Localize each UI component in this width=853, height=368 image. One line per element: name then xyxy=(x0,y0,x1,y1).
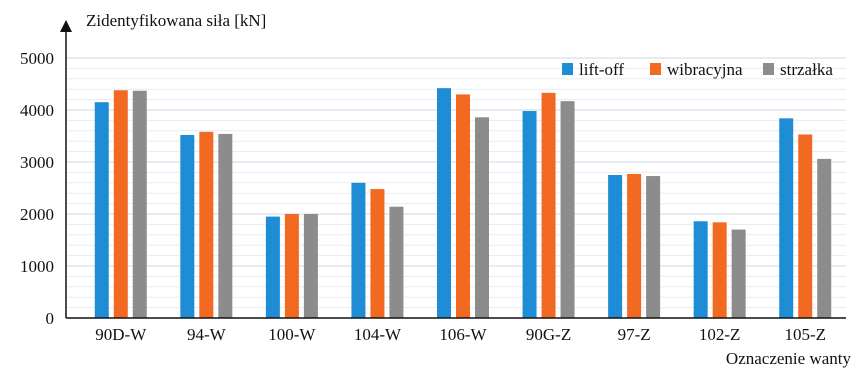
bar-strza-ka-97-z xyxy=(646,176,661,318)
legend-swatch xyxy=(562,63,573,75)
y-tick-label: 5000 xyxy=(20,49,54,68)
legend-label: wibracyjna xyxy=(667,60,743,79)
legend: lift-off wibracyjna strzałka xyxy=(562,60,833,79)
bar-lift-off-106-w xyxy=(437,88,451,318)
bar-strza-ka-106-w xyxy=(475,117,489,318)
bar-lift-off-105-z xyxy=(779,118,794,318)
x-axis-title: Oznaczenie wanty xyxy=(726,349,852,368)
x-tick-label: 100-W xyxy=(268,325,316,344)
y-tick-label: 4000 xyxy=(20,101,54,120)
bar-wibracyjna-97-z xyxy=(627,173,642,318)
y-axis-arrow-icon xyxy=(60,20,72,32)
bar-wibracyjna-94-w xyxy=(199,131,214,318)
y-tick-label: 1000 xyxy=(20,257,54,276)
legend-swatch xyxy=(650,63,661,75)
bar-strza-ka-105-z xyxy=(817,158,832,318)
legend-label: lift-off xyxy=(579,60,624,79)
bar-wibracyjna-104-w xyxy=(370,189,385,318)
bar-lift-off-90g-z xyxy=(522,111,537,318)
bar-wibracyjna-102-z xyxy=(712,222,727,318)
y-tick-label: 3000 xyxy=(20,153,54,172)
y-tick-label: 2000 xyxy=(20,205,54,224)
bar-strza-ka-90d-w xyxy=(132,90,147,318)
bar-wibracyjna-105-z xyxy=(798,134,813,318)
bar-lift-off-94-w xyxy=(180,134,195,318)
y-tick-label: 0 xyxy=(46,309,55,328)
legend-label: strzałka xyxy=(780,60,833,79)
x-tick-label: 94-W xyxy=(187,325,227,344)
axis-layer: Zidentyfikowana siła [kN] Oznaczenie wan… xyxy=(60,11,851,368)
bar-strza-ka-104-w xyxy=(389,206,404,318)
x-tick-label: 104-W xyxy=(354,325,402,344)
bar-lift-off-90d-w xyxy=(94,102,109,318)
y-axis-title: Zidentyfikowana siła [kN] xyxy=(86,11,266,30)
bar-strza-ka-90g-z xyxy=(560,101,575,318)
bar-layer xyxy=(94,88,832,319)
x-tick-label: 102-Z xyxy=(699,325,741,344)
bar-wibracyjna-106-w xyxy=(456,94,470,319)
bar-strza-ka-94-w xyxy=(218,133,233,318)
x-tick-label: 105-Z xyxy=(784,325,826,344)
bar-lift-off-102-z xyxy=(693,221,708,318)
legend-swatch xyxy=(763,63,774,75)
tick-layer: 0 1000 2000 3000 4000 5000 90D-W 94-W 100-W 104-W… xyxy=(20,49,826,344)
x-tick-label: 90D-W xyxy=(95,325,147,344)
bar-lift-off-97-z xyxy=(608,175,623,318)
bar-strza-ka-102-z xyxy=(731,229,746,318)
bar-wibracyjna-90d-w xyxy=(113,90,128,319)
x-tick-label: 106-W xyxy=(439,325,487,344)
x-tick-label: 90G-Z xyxy=(526,325,571,344)
bar-wibracyjna-90g-z xyxy=(541,92,556,318)
x-tick-label: 97-Z xyxy=(618,325,651,344)
bar-lift-off-100-w xyxy=(265,216,280,318)
bar-strza-ka-100-w xyxy=(303,214,318,318)
bar-wibracyjna-100-w xyxy=(284,214,299,318)
bar-lift-off-104-w xyxy=(351,182,366,318)
